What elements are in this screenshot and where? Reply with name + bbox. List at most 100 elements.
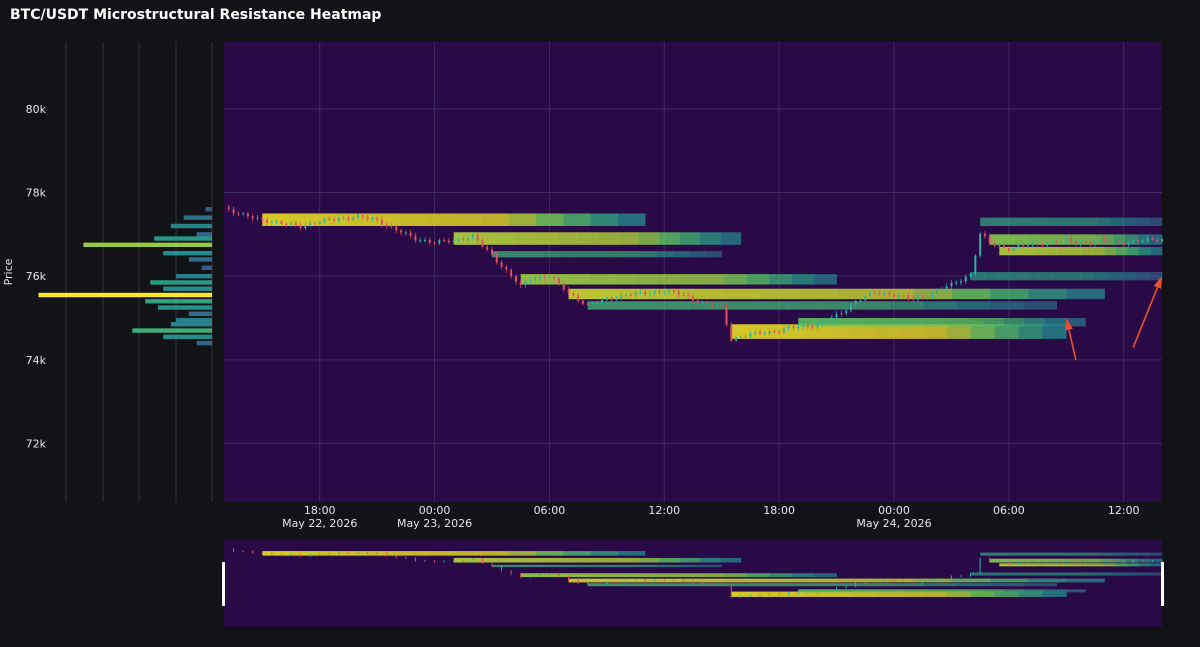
candle-body (481, 240, 484, 247)
zone-segment (606, 251, 624, 258)
candle-body (931, 292, 934, 297)
slider-candle-body (730, 584, 732, 598)
slider-zone-segment (768, 573, 792, 578)
candle-body (500, 262, 503, 267)
candle-body (945, 286, 948, 290)
slider-zone-segment (597, 557, 619, 563)
candle-body (682, 294, 685, 296)
zone-segment (1032, 217, 1046, 226)
volume-profile-bar (163, 286, 212, 291)
zone-segment (803, 324, 828, 339)
candle-body (414, 235, 417, 241)
slider-candle-body (692, 580, 694, 583)
slider-candle-body (233, 548, 235, 551)
slider-resistance-zone (970, 572, 1163, 576)
candle-body (730, 324, 733, 341)
slider-zone-segment (1110, 552, 1124, 556)
slider-zone-segment (1014, 558, 1027, 563)
slider-candle-body (491, 563, 493, 567)
slider-candle-body (673, 579, 675, 581)
zone-segment (889, 301, 924, 310)
candle-body (1156, 239, 1159, 242)
slider-resistance-zone (731, 591, 1067, 597)
zone-segment (262, 213, 290, 226)
x-tick-label: 00:00 (878, 504, 910, 517)
plot-area[interactable] (224, 42, 1163, 502)
range-slider[interactable] (222, 540, 1164, 627)
range-slider-right-handle (1161, 562, 1164, 606)
candle-body (883, 293, 886, 295)
slider-zone-segment (568, 578, 608, 583)
slider-zone-segment (898, 591, 924, 597)
slider-resistance-zone (453, 557, 742, 563)
candle-body (385, 224, 388, 226)
slider-zone-segment (791, 573, 815, 578)
zone-segment (723, 274, 747, 285)
slider-candle-body (300, 554, 302, 557)
slider-zone-segment (1018, 591, 1043, 597)
slider-zone-segment (814, 573, 837, 578)
slider-zone-segment (755, 591, 780, 597)
chart-title: BTC/USDT Microstructural Resistance Heat… (10, 7, 381, 23)
candle-body (816, 323, 819, 327)
slider-candle-body (462, 560, 464, 562)
slider-zone-segment (617, 551, 646, 556)
slider-candle-body (539, 574, 541, 576)
slider-zone-segment (1069, 563, 1081, 567)
arrow-shaft (1068, 329, 1077, 360)
candle-body (342, 217, 345, 219)
candle-body (787, 326, 790, 329)
x-tick-label: 12:00 (648, 504, 680, 517)
candle-body (1027, 245, 1029, 247)
candle-body (1084, 242, 1087, 244)
zone-segment (1093, 272, 1108, 281)
candle-body (285, 224, 288, 226)
candle-body (1137, 239, 1140, 242)
zone-segment (1002, 234, 1015, 245)
zone-segment (289, 213, 318, 226)
zone-segment (371, 213, 400, 226)
slider-zone-segment (588, 573, 612, 578)
slider-zone-segment (1045, 563, 1058, 567)
slider-zone-segment (1066, 578, 1105, 583)
zone-segment (721, 288, 761, 300)
slider-zone-segment (989, 583, 1024, 587)
slider-candle-body (424, 560, 426, 562)
zone-segment (556, 232, 578, 245)
volume-profile-bar (132, 328, 212, 333)
zone-segment (563, 213, 591, 226)
zone-segment (1014, 234, 1027, 245)
slider-zone-segment (956, 583, 991, 587)
slider-candle-body (386, 553, 388, 556)
candle-body (313, 223, 316, 225)
slider-candle-body (1056, 561, 1058, 563)
slider-candle-body (510, 570, 512, 574)
zone-segment (426, 213, 455, 226)
slider-zone-segment (721, 578, 761, 583)
candle-body (926, 296, 929, 298)
slider-zone-segment (982, 589, 1004, 593)
slider-zone-segment (1022, 563, 1035, 567)
slider-candle-body (845, 586, 847, 588)
slider-candle-body (931, 579, 933, 582)
slider-zone-segment (1079, 572, 1094, 576)
zone-segment (1084, 217, 1098, 226)
slider-zone-segment (1032, 552, 1046, 556)
slider-zone-segment (541, 564, 558, 568)
slider-candle-body (625, 580, 627, 583)
x-tick-label: 06:00 (993, 504, 1025, 517)
slider-candle-body (1161, 560, 1163, 562)
slider-candle-body (797, 592, 799, 594)
candle-body (605, 298, 608, 300)
zone-segment (574, 251, 591, 258)
zone-segment (316, 213, 345, 226)
slider-zone-segment (822, 583, 857, 587)
zone-segment (1045, 246, 1058, 256)
candle-body (558, 278, 560, 284)
zone-segment (798, 318, 820, 327)
candle-body (715, 305, 718, 307)
slider-candle-body (1037, 562, 1039, 564)
slider-zone-segment (1150, 563, 1163, 567)
candle-body (476, 234, 479, 241)
candle-body (572, 292, 575, 296)
